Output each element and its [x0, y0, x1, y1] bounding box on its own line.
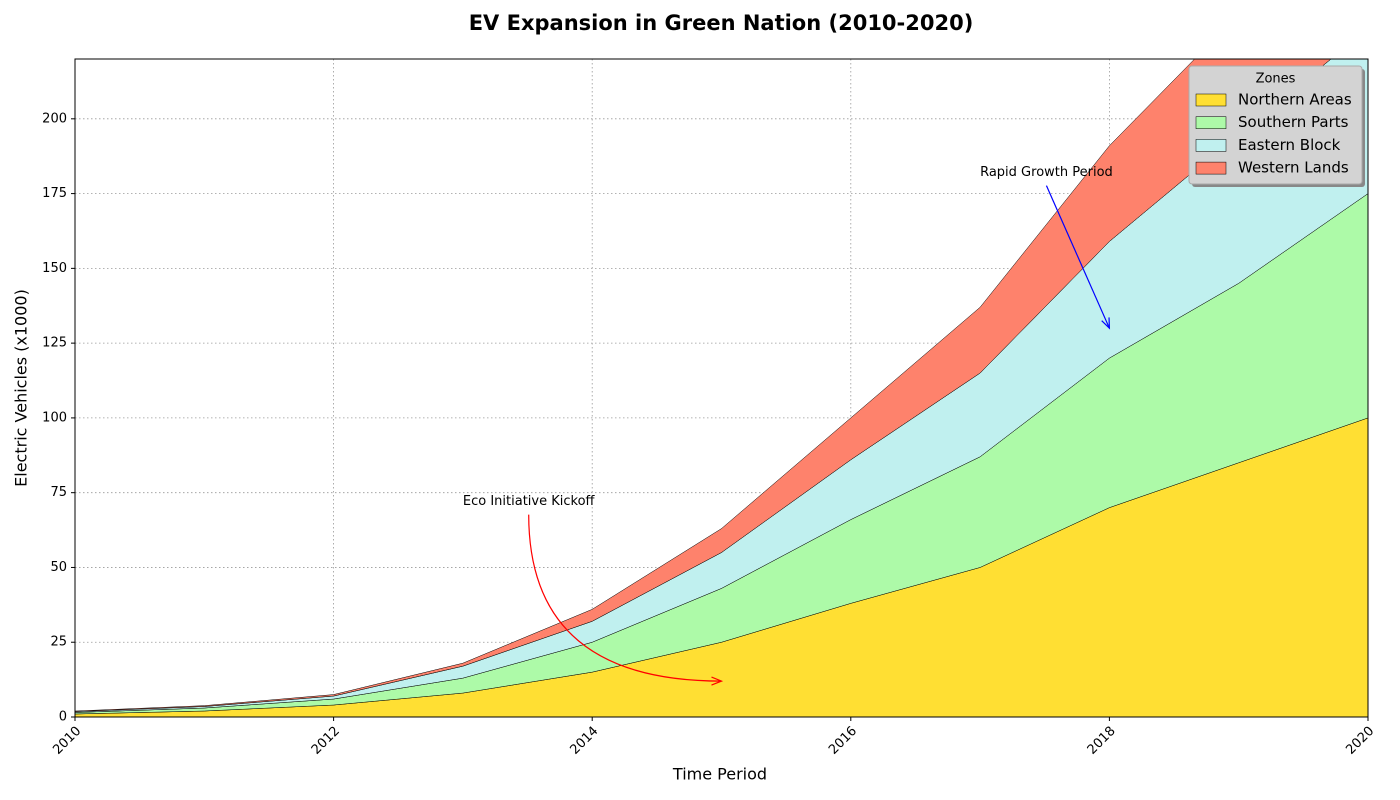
- annotations: Eco Initiative Kickoff Rapid Growth Perio…: [463, 165, 1113, 686]
- legend-swatch: [1195, 93, 1227, 107]
- legend-label: Northern Areas: [1238, 91, 1352, 109]
- y-axis-label: Electric Vehicles (x1000): [12, 289, 31, 487]
- legend-label: Eastern Block: [1238, 136, 1341, 154]
- legend-label: Southern Parts: [1238, 113, 1349, 131]
- legend-swatch: [1195, 161, 1227, 175]
- plot-frame: [74, 58, 1369, 718]
- x-tick-label: 2018: [1085, 724, 1119, 758]
- y-tick-label: 50: [50, 560, 67, 575]
- legend-title: Zones: [1256, 72, 1296, 87]
- legend-swatch: [1195, 139, 1227, 152]
- x-tick-label: 2010: [50, 724, 84, 758]
- y-tick-label: 0: [59, 710, 67, 725]
- y-tick-label: 75: [50, 485, 67, 500]
- plot-area: [75, 59, 1368, 717]
- legend: Zones Northern Areas Southern Parts Eastern…: [1188, 65, 1365, 187]
- x-axis-label: Time Period: [672, 765, 767, 784]
- annotation-text: Eco Initiative Kickoff: [463, 494, 596, 509]
- annotation-arrow: [528, 514, 722, 682]
- annotation-arrow: [1045, 185, 1110, 329]
- y-tick-label: 175: [42, 186, 67, 201]
- y-tick-label: 125: [42, 336, 67, 351]
- x-tick-label: 2020: [1343, 724, 1377, 758]
- chart-title: EV Expansion in Green Nation (2010-2020): [469, 11, 974, 35]
- annotation-arrowhead: [711, 676, 724, 686]
- annotation-text: Rapid Growth Period: [980, 165, 1113, 180]
- legend-label: Western Lands: [1238, 159, 1349, 177]
- legend-box: [1188, 65, 1363, 185]
- y-tick-label: 100: [42, 410, 67, 425]
- x-tick-label: 2014: [567, 724, 601, 758]
- annotation-arrowhead: [1101, 317, 1111, 330]
- y-tick-label: 200: [42, 111, 67, 126]
- legend-swatch: [1195, 116, 1227, 129]
- y-tick-label: 25: [50, 635, 67, 650]
- x-tick-label: 2016: [826, 724, 860, 758]
- y-tick-label: 150: [42, 261, 67, 276]
- x-tick-label: 2012: [309, 724, 343, 758]
